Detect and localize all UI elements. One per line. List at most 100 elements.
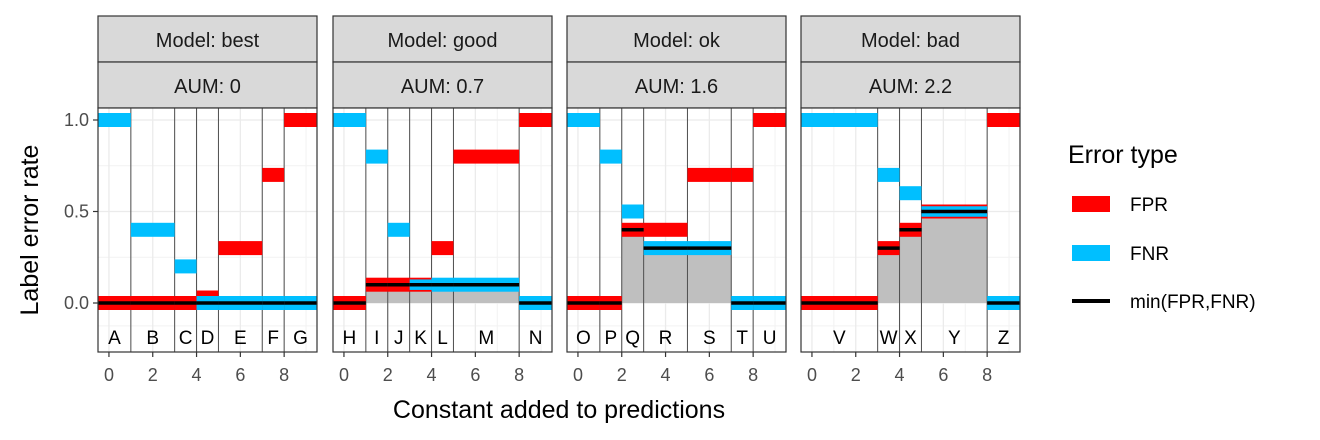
x-tick-label: 8 — [982, 365, 992, 385]
segment-label: M — [478, 328, 494, 349]
fpr-band — [284, 113, 317, 127]
segment-label: E — [234, 328, 247, 349]
fnr-band — [365, 149, 388, 164]
segment-label: F — [267, 328, 279, 349]
fnr-band — [899, 186, 922, 201]
segment-label: H — [343, 328, 357, 349]
x-tick-label: 2 — [851, 365, 861, 385]
aum-label: AUM: 2.2 — [869, 76, 952, 98]
y-tick-label: 0.5 — [64, 202, 89, 222]
model-strip — [97, 15, 318, 63]
legend: Error type FPR FNR min(FPR,FNR) — [1068, 141, 1256, 313]
fnr-band — [621, 204, 644, 219]
x-tick-label: 0 — [339, 365, 349, 385]
fpr-band — [987, 113, 1020, 127]
x-tick-label: 4 — [895, 365, 905, 385]
fnr-band — [599, 149, 622, 164]
legend-key-fpr — [1072, 196, 1110, 212]
aum-strip — [800, 61, 1021, 109]
fnr-band — [877, 167, 900, 182]
fnr-band — [387, 222, 410, 237]
x-tick-label: 6 — [235, 365, 245, 385]
fpr-band — [218, 241, 263, 256]
aum-strip — [566, 61, 787, 109]
panel: Model: ok AUM: 1.6 O P Q R S T U 0 2 4 6 8 — [566, 15, 787, 385]
aum-label: AUM: 0.7 — [401, 76, 484, 98]
min-area — [899, 229, 922, 303]
segment-label: X — [904, 328, 917, 349]
x-axis-title: Constant added to predictions — [393, 396, 725, 424]
segment-label: D — [201, 328, 215, 349]
panel-border — [800, 107, 1021, 353]
segment-label: Y — [948, 328, 961, 349]
segment-label: V — [833, 328, 846, 349]
segment-label: S — [703, 328, 716, 349]
aum-label: AUM: 0 — [174, 76, 241, 98]
y-tick-label: 0.0 — [64, 293, 89, 313]
x-tick-label: 6 — [470, 365, 480, 385]
panel-border — [332, 107, 553, 353]
segment-label: Q — [625, 328, 640, 349]
fnr-band — [333, 113, 366, 127]
y-tick-label: 1.0 — [64, 110, 89, 130]
legend-title: Error type — [1068, 141, 1178, 169]
fpr-band — [519, 113, 552, 127]
panel: Model: good AUM: 0.7 H I J K L M N 0 2 4 6 8 — [332, 15, 553, 385]
segment-label: P — [604, 328, 617, 349]
panel-border — [566, 107, 787, 353]
fpr-band — [753, 113, 786, 127]
legend-key-fnr — [1072, 245, 1110, 261]
fnr-band — [130, 222, 175, 237]
x-tick-label: 6 — [938, 365, 948, 385]
segment-label: K — [414, 328, 427, 349]
x-tick-label: 8 — [514, 365, 524, 385]
fnr-band — [567, 113, 600, 127]
aum-strip — [332, 61, 553, 109]
model-strip — [332, 15, 553, 63]
x-tick-label: 2 — [383, 365, 393, 385]
model-label: Model: good — [387, 30, 497, 52]
model-strip — [566, 15, 787, 63]
panel: Model: best AUM: 0 A B C D E F G 0 2 4 6 8 0.0 0.5 1.0 — [64, 15, 318, 385]
min-area — [643, 248, 688, 303]
fpr-band — [731, 167, 754, 182]
x-tick-label: 8 — [279, 365, 289, 385]
panel-border — [97, 107, 318, 353]
min-area — [921, 211, 988, 303]
model-label: Model: ok — [633, 30, 721, 52]
y-axis-title: Label error rate — [16, 145, 44, 316]
segment-label: U — [763, 328, 777, 349]
model-label: Model: best — [156, 30, 260, 52]
x-tick-label: 8 — [748, 365, 758, 385]
min-area — [621, 229, 644, 303]
x-tick-label: 4 — [661, 365, 671, 385]
segment-label: L — [437, 328, 448, 349]
legend-items: FPR FNR min(FPR,FNR) — [1072, 195, 1256, 313]
fnr-band — [98, 113, 131, 127]
segment-label: J — [394, 328, 404, 349]
legend-label-fnr: FNR — [1130, 244, 1169, 265]
x-tick-label: 2 — [617, 365, 627, 385]
segment-label: A — [108, 328, 121, 349]
x-tick-label: 0 — [104, 365, 114, 385]
fnr-band — [174, 259, 197, 274]
panel-background — [333, 108, 552, 352]
x-tick-label: 0 — [807, 365, 817, 385]
aum-label: AUM: 1.6 — [635, 76, 718, 98]
segment-label: O — [576, 328, 591, 349]
fpr-band — [643, 222, 688, 237]
fpr-band — [453, 149, 520, 164]
segment-label: N — [529, 328, 543, 349]
x-tick-label: 4 — [192, 365, 202, 385]
aum-strip — [97, 61, 318, 109]
segment-label: I — [374, 328, 379, 349]
fpr-band — [687, 167, 732, 182]
segment-label: T — [736, 328, 748, 349]
panel: Model: bad AUM: 2.2 V W X Y Z 0 2 4 6 8 — [800, 15, 1021, 385]
model-strip — [800, 15, 1021, 63]
min-area — [877, 248, 900, 303]
fnr-band — [801, 113, 878, 127]
min-area — [687, 248, 732, 303]
